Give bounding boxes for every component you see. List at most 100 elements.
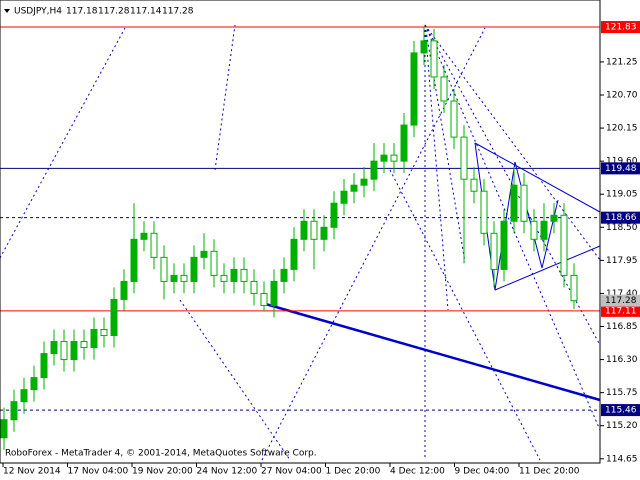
candle-body bbox=[480, 190, 488, 234]
x-tick-label: 4 Dec 12:00 bbox=[390, 467, 445, 477]
plot bbox=[0, 26, 600, 450]
level-label: 117.11 bbox=[605, 306, 637, 316]
trendline bbox=[494, 245, 601, 291]
candle-body bbox=[550, 214, 558, 222]
y-tick-label: 119.60 bbox=[606, 157, 638, 167]
candle-body bbox=[390, 154, 398, 162]
candle-body bbox=[110, 298, 118, 337]
candle-body bbox=[460, 136, 468, 180]
candle-body bbox=[290, 238, 298, 270]
candle-body bbox=[40, 353, 48, 379]
candle-body bbox=[220, 274, 228, 282]
level-label-box bbox=[601, 304, 640, 317]
candle-body bbox=[540, 220, 548, 240]
candle-body bbox=[440, 76, 448, 102]
candle-body bbox=[410, 52, 418, 126]
candle-body bbox=[230, 268, 238, 282]
candle-body bbox=[80, 341, 88, 349]
candle-body bbox=[190, 256, 198, 282]
level-label-box bbox=[601, 162, 640, 175]
trendline bbox=[474, 142, 601, 213]
dotted-line bbox=[261, 27, 486, 461]
candle-body bbox=[520, 184, 528, 222]
candle-body bbox=[90, 329, 98, 349]
candle-body bbox=[490, 232, 498, 270]
last-price-box bbox=[601, 294, 640, 307]
trendlines bbox=[0, 24, 601, 461]
candle-body bbox=[340, 190, 348, 204]
candle-body bbox=[320, 226, 328, 240]
candle-body bbox=[450, 100, 458, 138]
dotted-line bbox=[0, 27, 126, 259]
candle-body bbox=[360, 178, 368, 186]
candle-body bbox=[210, 250, 218, 276]
level-label-box bbox=[601, 404, 640, 417]
plot-frame bbox=[0, 0, 601, 464]
dotted-line bbox=[179, 299, 291, 461]
candle-body bbox=[0, 419, 8, 439]
y-tick-label: 116.85 bbox=[606, 322, 638, 332]
candle-body bbox=[470, 178, 478, 192]
ohlc-high: 117.28 bbox=[98, 7, 130, 17]
y-tick-label: 121.25 bbox=[606, 57, 638, 67]
candle-body bbox=[100, 329, 108, 337]
ohlc-low: 117.14 bbox=[130, 7, 162, 17]
candle-body bbox=[300, 220, 308, 240]
candle-body bbox=[330, 202, 338, 228]
x-tick-label: 11 Dec 20:00 bbox=[519, 467, 580, 477]
candle-body bbox=[500, 220, 508, 270]
wave bbox=[474, 142, 559, 291]
x-tick-label: 9 Dec 04:00 bbox=[455, 467, 510, 477]
x-tick-label: 17 Nov 04:00 bbox=[68, 467, 129, 477]
x-tick-label: 27 Nov 04:00 bbox=[261, 467, 322, 477]
candle-body bbox=[140, 232, 148, 240]
trendline bbox=[261, 301, 601, 402]
y-tick-label: 119.05 bbox=[606, 190, 638, 200]
x-tick-label: 24 Nov 12:00 bbox=[197, 467, 258, 477]
level-label: 121.83 bbox=[605, 23, 637, 33]
candle-body bbox=[270, 280, 278, 306]
candle-body bbox=[530, 220, 538, 240]
candle-body bbox=[180, 274, 188, 282]
level-label-box bbox=[601, 21, 640, 34]
candle-body bbox=[170, 274, 178, 282]
ohlc-open: 117.18 bbox=[66, 7, 98, 17]
y-tick-label: 120.70 bbox=[606, 91, 638, 101]
x-tick-label: 19 Nov 20:00 bbox=[132, 467, 193, 477]
candle-body bbox=[130, 238, 138, 282]
candle-body bbox=[370, 160, 378, 180]
candle-body bbox=[30, 377, 38, 391]
level-label: 119.48 bbox=[605, 164, 637, 174]
candle-body bbox=[120, 280, 128, 300]
candle-body bbox=[200, 250, 208, 258]
level-label: 118.66 bbox=[605, 213, 637, 223]
ohlc-close: 117.28 bbox=[162, 7, 194, 17]
y-tick-label: 118.50 bbox=[606, 223, 638, 233]
candle-body bbox=[160, 256, 168, 282]
y-tick-label: 115.75 bbox=[606, 388, 638, 398]
collapse-icon bbox=[4, 9, 10, 13]
candle-body bbox=[240, 268, 248, 282]
candle-body bbox=[430, 40, 438, 78]
candle-body bbox=[150, 232, 158, 258]
candle-body bbox=[280, 268, 288, 282]
y-tick-label: 116.30 bbox=[606, 355, 638, 365]
y-tick-label: 115.20 bbox=[606, 421, 638, 431]
y-tick-label: 120.15 bbox=[606, 124, 638, 134]
dotted-line bbox=[424, 24, 601, 431]
footer: RoboForex - MetaTrader 4, © 2001-2014, M… bbox=[5, 449, 317, 459]
dotted-line bbox=[214, 24, 236, 171]
candle-body bbox=[60, 341, 68, 361]
candle-body bbox=[70, 341, 78, 361]
dotted-line bbox=[424, 24, 601, 261]
candle-body bbox=[10, 401, 18, 421]
y-tick-label: 114.65 bbox=[606, 454, 638, 464]
candle-body bbox=[420, 40, 428, 54]
candle-body bbox=[250, 280, 258, 294]
candle-body bbox=[20, 389, 28, 403]
dotted-line bbox=[424, 24, 601, 346]
candle-body bbox=[350, 184, 358, 192]
candle-body bbox=[560, 214, 568, 276]
